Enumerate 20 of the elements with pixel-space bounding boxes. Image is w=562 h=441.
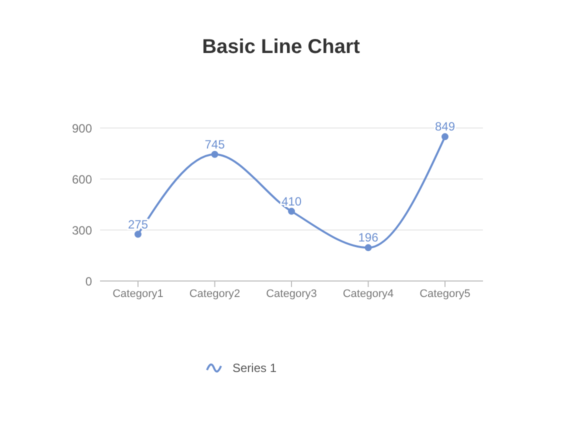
- y-tick-label: 900: [72, 121, 92, 136]
- legend-label: Series 1: [232, 361, 277, 375]
- chart-title: Basic Line Chart: [201, 36, 361, 59]
- y-tick-label: 600: [72, 172, 92, 186]
- point: [134, 230, 142, 238]
- data-label: 745: [204, 137, 226, 152]
- point: [442, 133, 448, 140]
- x-tick-label: Category3: [266, 288, 317, 300]
- data-label: 849: [434, 120, 456, 134]
- point: [211, 150, 218, 158]
- data-label: 410: [281, 194, 302, 208]
- x-tick-label: Category4: [342, 288, 394, 300]
- point: [288, 208, 295, 215]
- data-label: 196: [358, 230, 379, 245]
- y-tick-label: 300: [72, 223, 92, 238]
- x-tick-label: Category1: [112, 288, 164, 300]
- point: [364, 244, 372, 252]
- y-tick-label: 0: [85, 274, 92, 288]
- x-tick-label: Category2: [189, 288, 240, 300]
- x-tick-label: Category5: [420, 288, 470, 300]
